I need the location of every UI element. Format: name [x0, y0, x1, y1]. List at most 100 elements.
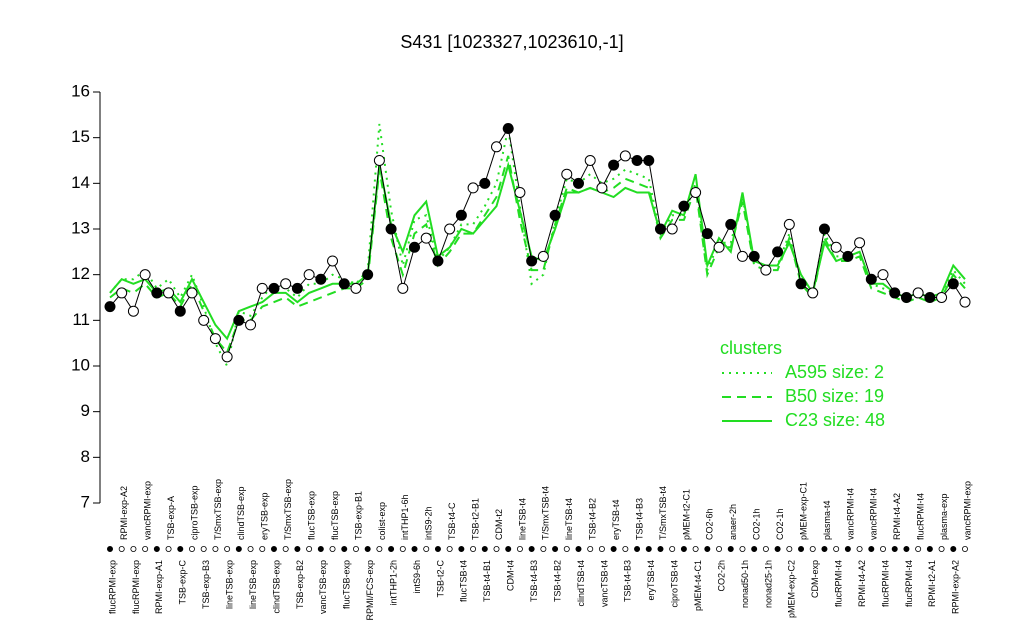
- rug-dot: [575, 546, 582, 553]
- rug-dot: [107, 546, 114, 553]
- rug-dot: [692, 546, 699, 553]
- x-tick-label: plasma-exp: [939, 493, 949, 540]
- rug-dot: [188, 546, 195, 553]
- rug-dot: [868, 546, 875, 553]
- x-tick-label: lineTSB-t4: [517, 498, 527, 540]
- rug-dot: [212, 546, 219, 553]
- x-tick-label: TSB-exp-C: [178, 560, 188, 605]
- chart-title: S431 [1023327,1023610,-1]: [400, 32, 623, 52]
- data-point: [654, 223, 666, 235]
- rug-dot: [880, 546, 887, 553]
- x-tick-label: TSB-exp-B1: [353, 491, 363, 540]
- data-point: [350, 282, 362, 294]
- rug-dot: [294, 546, 301, 553]
- data-point: [455, 209, 467, 221]
- data-point: [362, 269, 374, 281]
- x-tick-label: flucRPMI-exp: [131, 560, 141, 614]
- data-point: [854, 237, 866, 249]
- data-point: [127, 305, 139, 317]
- data-point: [549, 209, 561, 221]
- rug-dot: [341, 546, 348, 553]
- x-tick-label: CDM-t4: [506, 560, 516, 591]
- data-point: [245, 319, 257, 331]
- data-point: [877, 269, 889, 281]
- data-point: [174, 305, 186, 317]
- rug-dot: [610, 546, 617, 553]
- rug-dot: [962, 546, 969, 553]
- y-tick-label: 10: [71, 355, 90, 374]
- data-point: [912, 287, 924, 299]
- data-point: [596, 182, 608, 194]
- x-tick-label: flucRPMI-t4: [904, 560, 914, 607]
- data-point: [936, 292, 948, 303]
- rug-dot: [645, 546, 652, 553]
- data-point: [643, 155, 655, 166]
- rug-dot: [751, 546, 758, 553]
- data-point: [608, 159, 620, 171]
- rug-dot: [235, 546, 242, 553]
- data-point: [385, 223, 397, 235]
- rug-dot: [505, 546, 512, 553]
- x-tick-label: vancRPMI-exp: [143, 481, 153, 540]
- data-point: [291, 282, 303, 294]
- x-tick-label: TSB-t4-B2: [588, 498, 598, 540]
- data-point: [151, 287, 163, 299]
- x-tick-label: flucTSB-exp: [306, 491, 316, 540]
- data-point: [338, 278, 350, 290]
- x-tick-label: flucRPMI-exp: [107, 560, 117, 614]
- data-point: [725, 218, 737, 230]
- data-point: [163, 287, 175, 299]
- data-point: [467, 182, 479, 194]
- rug-dot: [762, 546, 769, 553]
- rug-dot: [399, 546, 406, 553]
- data-point: [713, 241, 725, 253]
- rug-dot: [528, 546, 535, 553]
- x-tick-label: ciproTSB-t4: [670, 560, 680, 608]
- x-tick-label: TSB-t4-B3: [529, 560, 539, 602]
- x-tick-label: CO2-6h: [705, 508, 715, 540]
- data-point: [198, 314, 210, 326]
- data-point: [502, 123, 514, 135]
- cluster-line: [109, 123, 966, 369]
- x-tick-label: TSB-t4-B3: [623, 560, 633, 602]
- data-point: [772, 246, 784, 258]
- data-point: [514, 186, 526, 198]
- data-point: [420, 232, 432, 244]
- data-point: [783, 218, 795, 230]
- x-tick-label: RPMI-t2-A1: [927, 560, 937, 607]
- rug-dot: [306, 546, 313, 553]
- data-point: [104, 301, 116, 313]
- rug-dot: [552, 546, 559, 553]
- y-tick-label: 9: [81, 401, 90, 420]
- x-tick-label: nonad25-1h: [763, 560, 773, 608]
- rug-dot: [516, 546, 523, 553]
- rug-dot: [716, 546, 723, 553]
- data-point: [233, 314, 245, 326]
- data-point: [701, 228, 713, 240]
- rug-dot: [540, 546, 547, 553]
- x-tick-label: TSB-t2-C: [435, 560, 445, 598]
- data-point: [139, 269, 151, 281]
- rug-dot: [903, 546, 910, 553]
- x-tick-label: TSB-t4-B1: [482, 560, 492, 602]
- data-point: [619, 150, 631, 162]
- rug-dot: [388, 546, 395, 553]
- rug-dot: [657, 546, 664, 553]
- rug-dot: [317, 546, 324, 553]
- x-tick-label: flucTSB-t4: [459, 560, 469, 602]
- x-tick-label: T/SmxTSB-exp: [213, 479, 223, 540]
- y-tick-label: 7: [81, 492, 90, 511]
- rug-dot: [165, 546, 172, 553]
- rug-dot: [270, 546, 277, 553]
- x-tick-label: CO2-2h: [716, 560, 726, 592]
- x-tick-label: anaer-2h: [728, 504, 738, 540]
- x-tick-label: eryTSB-t4: [646, 560, 656, 601]
- data-point: [666, 223, 678, 235]
- x-tick-label: flucTSB-exp: [342, 560, 352, 609]
- data-point: [959, 296, 971, 308]
- data-point: [209, 333, 221, 345]
- rug-dot: [587, 546, 594, 553]
- x-tick-label: CO2-1h: [752, 508, 762, 540]
- data-point: [748, 250, 760, 262]
